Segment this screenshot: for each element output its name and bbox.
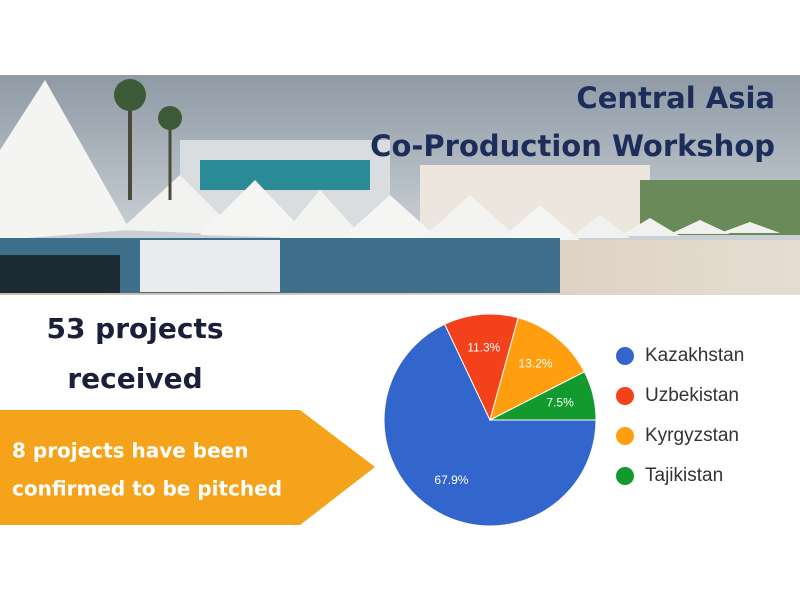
slice-label: 11.3% xyxy=(467,340,500,354)
slice-label: 13.2% xyxy=(519,356,553,370)
legend-marker xyxy=(616,467,634,485)
legend-marker xyxy=(616,427,634,445)
banner-text: confirmed to be pitched xyxy=(12,477,282,501)
photo xyxy=(0,75,800,295)
banner-text: 8 projects have been xyxy=(12,439,248,463)
title: Co-Production Workshop xyxy=(370,129,775,163)
pie-slice xyxy=(444,313,519,422)
legend-label: Tajikistan xyxy=(645,465,723,486)
received-text: received xyxy=(67,362,202,395)
legend-marker xyxy=(616,347,634,365)
legend-marker xyxy=(616,387,634,405)
pie-slice xyxy=(489,317,586,421)
received-text: 53 projects xyxy=(46,312,223,345)
slice-label: 67.9% xyxy=(434,473,468,487)
title: Central Asia xyxy=(576,81,775,115)
legend-label: Uzbekistan xyxy=(645,385,739,406)
pie-slice xyxy=(383,323,597,527)
legend-label: Kyrgyzstan xyxy=(645,425,739,446)
banner xyxy=(0,410,375,525)
slice-label: 7.5% xyxy=(546,395,574,409)
pie-slice xyxy=(489,371,597,421)
legend-label: Kazakhstan xyxy=(645,345,744,366)
